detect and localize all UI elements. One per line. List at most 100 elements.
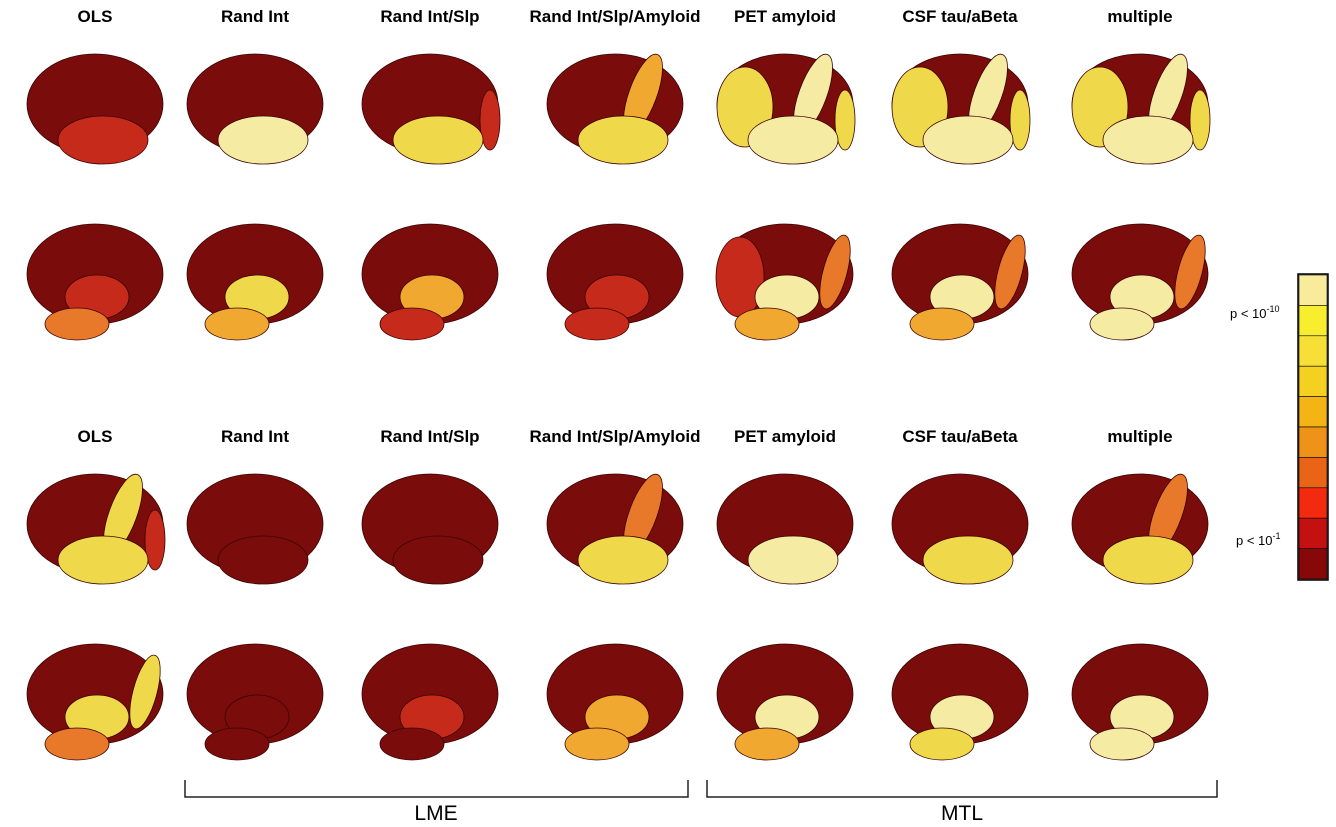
colorbar-swatch bbox=[1298, 487, 1328, 519]
brain-region bbox=[392, 535, 484, 585]
brain-region bbox=[834, 89, 856, 151]
brain-region bbox=[994, 234, 1026, 310]
brain-region bbox=[922, 115, 1014, 165]
column-header: PET amyloid bbox=[734, 427, 836, 446]
brain-lateral bbox=[891, 473, 1029, 585]
brain-medial bbox=[546, 223, 684, 341]
column-header: OLS bbox=[78, 7, 113, 26]
brain-medial bbox=[361, 643, 499, 761]
colorbar-swatch bbox=[1298, 274, 1328, 306]
column-header: multiple bbox=[1107, 7, 1172, 26]
colorbar-frame bbox=[1297, 273, 1329, 581]
brain-lateral bbox=[186, 53, 324, 165]
brain-region bbox=[909, 307, 975, 341]
brain-lateral bbox=[1071, 473, 1209, 585]
brain-medial bbox=[361, 223, 499, 341]
column-header: Rand Int/Slp/Amyloid bbox=[530, 7, 701, 26]
brain-region bbox=[1089, 727, 1155, 761]
colorbar-swatch bbox=[1298, 305, 1328, 337]
brain-lateral bbox=[26, 53, 164, 165]
brain-region bbox=[57, 115, 149, 165]
column-header: CSF tau/aBeta bbox=[902, 427, 1018, 446]
column-header: Rand Int bbox=[221, 7, 289, 26]
colorbar-swatch bbox=[1298, 426, 1328, 458]
brain-medial bbox=[186, 223, 324, 341]
brain-region bbox=[1009, 89, 1031, 151]
column-header: PET amyloid bbox=[734, 7, 836, 26]
brain-region bbox=[57, 535, 149, 585]
brain-lateral bbox=[546, 473, 684, 585]
brain-region bbox=[204, 307, 270, 341]
brain-lateral bbox=[716, 473, 854, 585]
brain-medial bbox=[186, 643, 324, 761]
brain-lateral bbox=[716, 53, 856, 165]
brain-region bbox=[1102, 115, 1194, 165]
colorbar-swatch bbox=[1298, 548, 1328, 580]
brain-region bbox=[217, 535, 309, 585]
brain-medial bbox=[891, 643, 1029, 761]
brain-region bbox=[922, 535, 1014, 585]
label-text: p < 10 bbox=[1230, 306, 1267, 321]
column-header: multiple bbox=[1107, 427, 1172, 446]
column-header: Rand Int/Slp/Amyloid bbox=[530, 427, 701, 446]
brain-medial bbox=[1071, 643, 1209, 761]
bracket bbox=[706, 780, 1218, 798]
brain-region bbox=[1189, 89, 1211, 151]
brain-region bbox=[217, 115, 309, 165]
brain-region bbox=[1089, 307, 1155, 341]
brain-region bbox=[144, 509, 166, 571]
brain-region bbox=[44, 727, 110, 761]
brain-lateral bbox=[1071, 53, 1211, 165]
brain-lateral bbox=[361, 53, 501, 165]
brain-lateral bbox=[546, 53, 684, 165]
label-text: p < 10 bbox=[1236, 533, 1273, 548]
brain-region bbox=[564, 727, 630, 761]
brain-medial bbox=[26, 643, 164, 761]
brain-region bbox=[1174, 234, 1206, 310]
colorbar-swatch bbox=[1298, 396, 1328, 428]
brain-lateral bbox=[891, 53, 1031, 165]
label-exponent: -1 bbox=[1273, 531, 1281, 541]
label-exponent: -10 bbox=[1267, 304, 1280, 314]
column-header: OLS bbox=[78, 427, 113, 446]
bracket bbox=[184, 780, 689, 798]
brain-region bbox=[44, 307, 110, 341]
brain-lateral bbox=[26, 473, 166, 585]
brain-region bbox=[1102, 535, 1194, 585]
brain-medial bbox=[1071, 223, 1209, 341]
column-header: Rand Int/Slp bbox=[380, 427, 479, 446]
column-header: CSF tau/aBeta bbox=[902, 7, 1018, 26]
brain-region bbox=[577, 115, 669, 165]
brain-region bbox=[479, 89, 501, 151]
brain-medial bbox=[715, 223, 854, 341]
group-label: LME bbox=[414, 802, 457, 825]
brain-region bbox=[909, 727, 975, 761]
colorbar-bottom-label: p < 10-1 bbox=[1236, 531, 1281, 548]
brain-region bbox=[129, 654, 161, 730]
group-label: MTL bbox=[941, 802, 983, 825]
brain-region bbox=[734, 727, 800, 761]
brain-region bbox=[564, 307, 630, 341]
colorbar-top-label: p < 10-10 bbox=[1230, 304, 1280, 321]
colorbar-swatch bbox=[1298, 335, 1328, 367]
brain-region bbox=[379, 727, 445, 761]
column-header: Rand Int bbox=[221, 427, 289, 446]
brain-medial bbox=[546, 643, 684, 761]
brain-medial bbox=[891, 223, 1029, 341]
brain-region bbox=[819, 234, 851, 310]
brain-region bbox=[392, 115, 484, 165]
brain-medial bbox=[26, 223, 164, 341]
brain-region bbox=[734, 307, 800, 341]
colorbar-swatch bbox=[1298, 365, 1328, 397]
colorbar-swatch bbox=[1298, 457, 1328, 489]
brain-region bbox=[204, 727, 270, 761]
column-header: Rand Int/Slp bbox=[380, 7, 479, 26]
brain-lateral bbox=[361, 473, 499, 585]
brain-region bbox=[379, 307, 445, 341]
brain-region bbox=[747, 535, 839, 585]
brain-region bbox=[577, 535, 669, 585]
brain-region bbox=[747, 115, 839, 165]
brain-lateral bbox=[186, 473, 324, 585]
brain-medial bbox=[716, 643, 854, 761]
